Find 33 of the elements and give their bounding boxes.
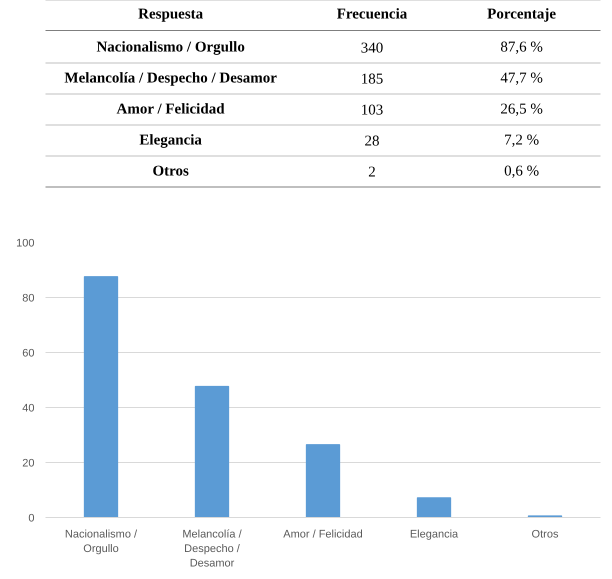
y-tick-label: 20: [22, 458, 35, 470]
text: Porcentaje: [487, 6, 556, 22]
data-label: 26,5 %: [500, 102, 543, 118]
data-label: 7,2 %: [504, 132, 540, 148]
data-label: 0,6 %: [504, 164, 540, 180]
data-label: 340: [360, 40, 384, 56]
bar: [194, 386, 230, 518]
bar: [84, 276, 118, 518]
category-label: Amor / Felicidad: [116, 102, 226, 118]
y-tick-label: 60: [22, 348, 35, 360]
y-tick-label: 0: [28, 512, 35, 524]
bar: [306, 444, 340, 518]
category-label: Nacionalismo / Orgullo: [96, 40, 245, 56]
data-label: 2: [368, 164, 376, 180]
category-label: Otros: [152, 164, 190, 180]
y-tick-label: 100: [16, 238, 35, 250]
bar: [416, 497, 452, 518]
data-label: 185: [360, 72, 384, 88]
x-tick-label: Amor / Felicidad: [283, 528, 363, 540]
category-label: Elegancia: [139, 132, 202, 148]
x-tick-label: Otros: [532, 528, 559, 540]
data-label: 47,7 %: [500, 70, 543, 86]
data-label: 103: [360, 102, 384, 118]
category-label: Melancolía / Despecho / Desamor: [64, 70, 278, 86]
data-label: 87,6 %: [500, 40, 543, 56]
text: Frecuencia: [336, 6, 408, 22]
y-tick-label: 40: [22, 402, 35, 414]
text: Respuesta: [138, 6, 204, 22]
x-tick-label: Nacionalismo / Orgullo: [64, 528, 138, 555]
data-label: 28: [364, 134, 380, 150]
y-tick-label: 80: [22, 292, 35, 304]
x-tick-label: Melancolía / Despecho / Desamor: [182, 528, 243, 570]
x-tick-label: Elegancia: [410, 528, 460, 540]
